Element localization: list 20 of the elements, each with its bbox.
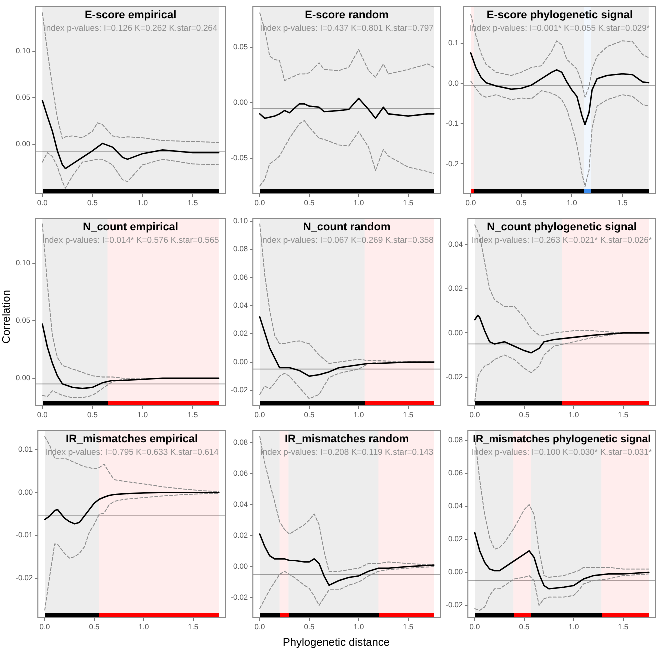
chart-title: N_count phylogenetic signal bbox=[487, 222, 637, 234]
text: Index p-values: I=0.437 K=0.801 K.star=0.797 bbox=[260, 22, 434, 33]
chart-title: IR_mismatches phylogenetic signal bbox=[473, 433, 652, 446]
x-axis-title: Phylogenetic distance bbox=[282, 637, 391, 649]
y-axis-title: Correlation bbox=[1, 289, 13, 346]
chart-title: IR_mismatches empirical bbox=[66, 434, 198, 446]
text: Index p-values: I=0.263 K=0.021* K.star=0.026* bbox=[472, 234, 653, 245]
text: Index p-values: I=0.208 K=0.119 K.star=0.143 bbox=[260, 446, 434, 457]
text: Index p-values: I=0.067 K=0.269 K.star=0.358 bbox=[260, 234, 434, 245]
chart-title: E-score random bbox=[305, 10, 390, 22]
chart-title: N_count empirical bbox=[83, 222, 178, 234]
text: Index p-values: I=0.126 K=0.262 K.star=0.264 bbox=[44, 22, 218, 33]
text: Index p-values: I=0.001* K=0.055 K.star=0.029* bbox=[470, 22, 651, 33]
chart-title: N_count random bbox=[303, 222, 391, 234]
text: Index p-values: I=0.014* K=0.576 K.star=0.565 bbox=[42, 234, 220, 245]
chart-title: IR_mismatches random bbox=[284, 434, 410, 446]
text: Index p-values: I=0.795 K=0.633 K.star=0.614 bbox=[45, 446, 220, 457]
text: Index p-values: I=0.100 K=0.030* K.star=0.031* bbox=[472, 446, 653, 457]
chart-title: E-score empirical bbox=[84, 10, 177, 22]
chart-title: E-score phylogenetic signal bbox=[486, 10, 634, 22]
